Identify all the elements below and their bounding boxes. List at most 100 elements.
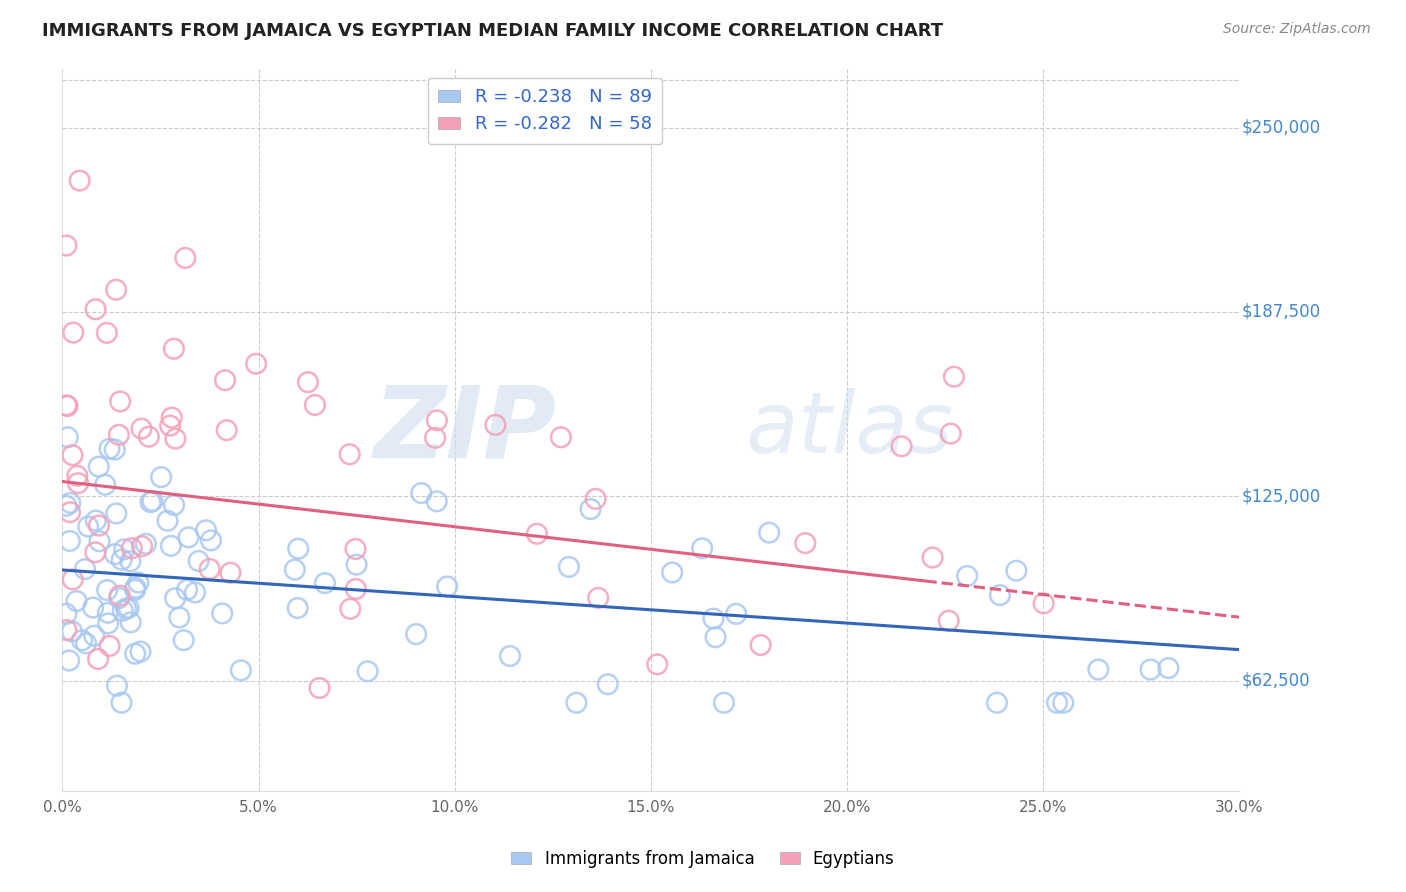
Point — [579, 502, 602, 516]
Point — [195, 523, 218, 537]
Point — [405, 627, 427, 641]
Point — [56, 399, 79, 413]
Point — [1005, 564, 1028, 578]
Point — [87, 518, 110, 533]
Point — [141, 494, 163, 508]
Point — [287, 541, 309, 556]
Text: Source: ZipAtlas.com: Source: ZipAtlas.com — [1223, 22, 1371, 37]
Legend: R = -0.238   N = 89, R = -0.282   N = 58: R = -0.238 N = 89, R = -0.282 N = 58 — [427, 78, 662, 145]
Point — [200, 533, 222, 548]
Point — [214, 373, 236, 387]
Point — [84, 545, 107, 559]
Point — [77, 519, 100, 533]
Point — [75, 636, 97, 650]
Point — [586, 591, 609, 605]
Point — [177, 530, 200, 544]
Point — [956, 569, 979, 583]
Point — [124, 581, 146, 595]
Point — [94, 477, 117, 491]
Point — [314, 576, 336, 591]
Point — [135, 537, 157, 551]
Text: $125,000: $125,000 — [1241, 487, 1320, 505]
Point — [169, 610, 191, 624]
Point — [56, 430, 79, 444]
Point — [245, 357, 267, 371]
Point — [890, 439, 912, 453]
Text: atlas: atlas — [745, 388, 953, 471]
Point — [62, 448, 84, 462]
Point — [297, 375, 319, 389]
Point — [160, 539, 183, 553]
Text: $187,500: $187,500 — [1241, 303, 1320, 321]
Point — [713, 696, 735, 710]
Point — [215, 423, 238, 437]
Point — [138, 430, 160, 444]
Point — [1157, 661, 1180, 675]
Point — [59, 505, 82, 519]
Point — [704, 630, 727, 644]
Point — [110, 696, 132, 710]
Point — [176, 582, 198, 597]
Point — [62, 326, 84, 340]
Point — [229, 664, 252, 678]
Point — [97, 606, 120, 620]
Point — [129, 644, 152, 658]
Point — [150, 470, 173, 484]
Text: IMMIGRANTS FROM JAMAICA VS EGYPTIAN MEDIAN FAMILY INCOME CORRELATION CHART: IMMIGRANTS FROM JAMAICA VS EGYPTIAN MEDI… — [42, 22, 943, 40]
Point — [58, 653, 80, 667]
Point — [163, 498, 186, 512]
Point — [749, 638, 772, 652]
Point — [115, 601, 138, 615]
Point — [55, 398, 77, 412]
Point — [565, 696, 588, 710]
Point — [108, 589, 131, 603]
Point — [98, 442, 121, 456]
Point — [111, 552, 134, 566]
Point — [304, 398, 326, 412]
Point — [596, 677, 619, 691]
Point — [211, 607, 233, 621]
Point — [346, 558, 368, 572]
Point — [98, 639, 121, 653]
Point — [105, 679, 128, 693]
Point — [83, 629, 105, 643]
Point — [198, 562, 221, 576]
Point — [120, 554, 142, 568]
Point — [66, 468, 89, 483]
Point — [55, 623, 77, 637]
Point — [124, 582, 146, 597]
Point — [96, 326, 118, 340]
Point — [344, 582, 367, 596]
Point — [921, 550, 943, 565]
Text: $62,500: $62,500 — [1241, 672, 1310, 690]
Point — [284, 563, 307, 577]
Point — [988, 588, 1011, 602]
Point — [558, 560, 581, 574]
Point — [69, 173, 91, 187]
Point — [308, 681, 330, 695]
Point — [60, 624, 83, 639]
Legend: Immigrants from Jamaica, Egyptians: Immigrants from Jamaica, Egyptians — [505, 844, 901, 875]
Point — [87, 459, 110, 474]
Point — [104, 442, 127, 457]
Point — [661, 566, 683, 580]
Point — [1046, 696, 1069, 710]
Point — [187, 554, 209, 568]
Point — [111, 604, 134, 618]
Point — [173, 633, 195, 648]
Point — [938, 614, 960, 628]
Point — [104, 547, 127, 561]
Point — [526, 526, 548, 541]
Point — [62, 573, 84, 587]
Point — [55, 607, 77, 621]
Point — [585, 491, 607, 506]
Point — [725, 607, 748, 621]
Point — [645, 657, 668, 672]
Point — [70, 633, 93, 648]
Point — [499, 648, 522, 663]
Point — [67, 476, 90, 491]
Point — [112, 542, 135, 557]
Point — [339, 602, 361, 616]
Point — [84, 514, 107, 528]
Point — [87, 652, 110, 666]
